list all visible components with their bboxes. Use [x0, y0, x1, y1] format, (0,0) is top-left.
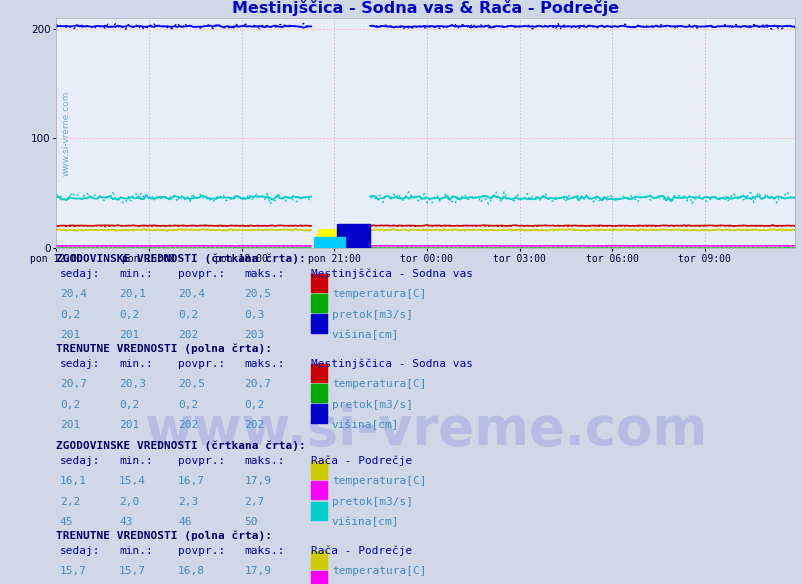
Text: www.si-vreme.com: www.si-vreme.com	[61, 91, 71, 176]
Text: 0,2: 0,2	[60, 310, 80, 319]
Bar	[310, 405, 327, 423]
Text: 15,4: 15,4	[119, 476, 146, 486]
Text: maks.:: maks.:	[245, 456, 285, 466]
Text: 201: 201	[60, 420, 80, 430]
Bar	[310, 571, 327, 584]
Text: sedaj:: sedaj:	[60, 545, 100, 556]
Text: 2,0: 2,0	[119, 496, 139, 507]
Text: povpr.:: povpr.:	[178, 545, 225, 556]
Bar	[310, 315, 327, 333]
Text: pretok[m3/s]: pretok[m3/s]	[331, 310, 412, 319]
Text: www.si-vreme.com: www.si-vreme.com	[144, 404, 707, 456]
Text: 201: 201	[60, 330, 80, 340]
Bar	[310, 384, 327, 402]
Text: 45: 45	[60, 517, 73, 527]
Text: 46: 46	[178, 517, 192, 527]
Text: 20,1: 20,1	[119, 289, 146, 299]
Text: min.:: min.:	[119, 359, 152, 369]
Text: sedaj:: sedaj:	[60, 456, 100, 466]
Text: 43: 43	[119, 517, 132, 527]
Text: 17,9: 17,9	[245, 476, 271, 486]
Polygon shape	[314, 228, 342, 248]
Text: povpr.:: povpr.:	[178, 269, 225, 279]
Text: 15,7: 15,7	[119, 566, 146, 576]
Text: Rača - Podrečje: Rača - Podrečje	[310, 456, 411, 466]
Text: višina[cm]: višina[cm]	[331, 330, 399, 340]
Text: Mestinjščica - Sodna vas: Mestinjščica - Sodna vas	[310, 269, 472, 279]
Text: 2,7: 2,7	[245, 496, 265, 507]
Text: sedaj:: sedaj:	[60, 269, 100, 279]
Text: maks.:: maks.:	[245, 269, 285, 279]
Bar	[310, 364, 327, 382]
Text: 203: 203	[245, 330, 265, 340]
Text: 0,2: 0,2	[245, 399, 265, 409]
Text: temperatura[C]: temperatura[C]	[331, 289, 426, 299]
Text: 2,2: 2,2	[60, 496, 80, 507]
Text: 20,3: 20,3	[119, 379, 146, 389]
Text: temperatura[C]: temperatura[C]	[331, 566, 426, 576]
Text: maks.:: maks.:	[245, 359, 285, 369]
Text: 201: 201	[119, 420, 139, 430]
Text: višina[cm]: višina[cm]	[331, 517, 399, 527]
Text: 50: 50	[245, 517, 257, 527]
Bar	[310, 273, 327, 292]
Text: 202: 202	[245, 420, 265, 430]
Text: 0,3: 0,3	[245, 310, 265, 319]
Text: 0,2: 0,2	[178, 399, 198, 409]
Text: 20,7: 20,7	[60, 379, 87, 389]
Text: 0,2: 0,2	[119, 399, 139, 409]
Text: Rača - Podrečje: Rača - Podrečje	[310, 545, 411, 556]
Text: višina[cm]: višina[cm]	[331, 420, 399, 430]
Text: 16,7: 16,7	[178, 476, 205, 486]
Bar	[310, 551, 327, 569]
Text: Mestinjščica - Sodna vas: Mestinjščica - Sodna vas	[310, 359, 472, 369]
Text: TRENUTNE VREDNOSTI (polna črta):: TRENUTNE VREDNOSTI (polna črta):	[56, 530, 272, 541]
Text: ZGODOVINSKE VREDNOSTI (črtkana črta):: ZGODOVINSKE VREDNOSTI (črtkana črta):	[56, 253, 306, 264]
Text: 15,7: 15,7	[60, 566, 87, 576]
Bar	[314, 238, 344, 248]
Text: ZGODOVINSKE VREDNOSTI (črtkana črta):: ZGODOVINSKE VREDNOSTI (črtkana črta):	[56, 440, 306, 451]
Text: min.:: min.:	[119, 456, 152, 466]
Text: povpr.:: povpr.:	[178, 359, 225, 369]
Text: 202: 202	[178, 420, 198, 430]
Text: 17,9: 17,9	[245, 566, 271, 576]
Polygon shape	[336, 224, 370, 248]
Bar	[310, 461, 327, 479]
Bar	[310, 294, 327, 312]
Text: 20,7: 20,7	[245, 379, 271, 389]
Bar	[310, 502, 327, 520]
Text: temperatura[C]: temperatura[C]	[331, 476, 426, 486]
Text: temperatura[C]: temperatura[C]	[331, 379, 426, 389]
Title: Mestinjščica - Sodna vas & Rača - Podrečje: Mestinjščica - Sodna vas & Rača - Podreč…	[232, 1, 618, 16]
Text: sedaj:: sedaj:	[60, 359, 100, 369]
Text: 16,1: 16,1	[60, 476, 87, 486]
Text: 20,5: 20,5	[178, 379, 205, 389]
Text: 0,2: 0,2	[119, 310, 139, 319]
Text: 20,4: 20,4	[178, 289, 205, 299]
Text: min.:: min.:	[119, 545, 152, 556]
Text: 0,2: 0,2	[178, 310, 198, 319]
Text: 0,2: 0,2	[60, 399, 80, 409]
Text: povpr.:: povpr.:	[178, 456, 225, 466]
Bar	[310, 481, 327, 499]
Text: maks.:: maks.:	[245, 545, 285, 556]
Text: 2,3: 2,3	[178, 496, 198, 507]
Text: 16,8: 16,8	[178, 566, 205, 576]
Text: 202: 202	[178, 330, 198, 340]
Text: pretok[m3/s]: pretok[m3/s]	[331, 496, 412, 507]
Text: 20,4: 20,4	[60, 289, 87, 299]
Text: pretok[m3/s]: pretok[m3/s]	[331, 399, 412, 409]
Text: TRENUTNE VREDNOSTI (polna črta):: TRENUTNE VREDNOSTI (polna črta):	[56, 343, 272, 354]
Text: 20,5: 20,5	[245, 289, 271, 299]
Text: 201: 201	[119, 330, 139, 340]
Text: min.:: min.:	[119, 269, 152, 279]
